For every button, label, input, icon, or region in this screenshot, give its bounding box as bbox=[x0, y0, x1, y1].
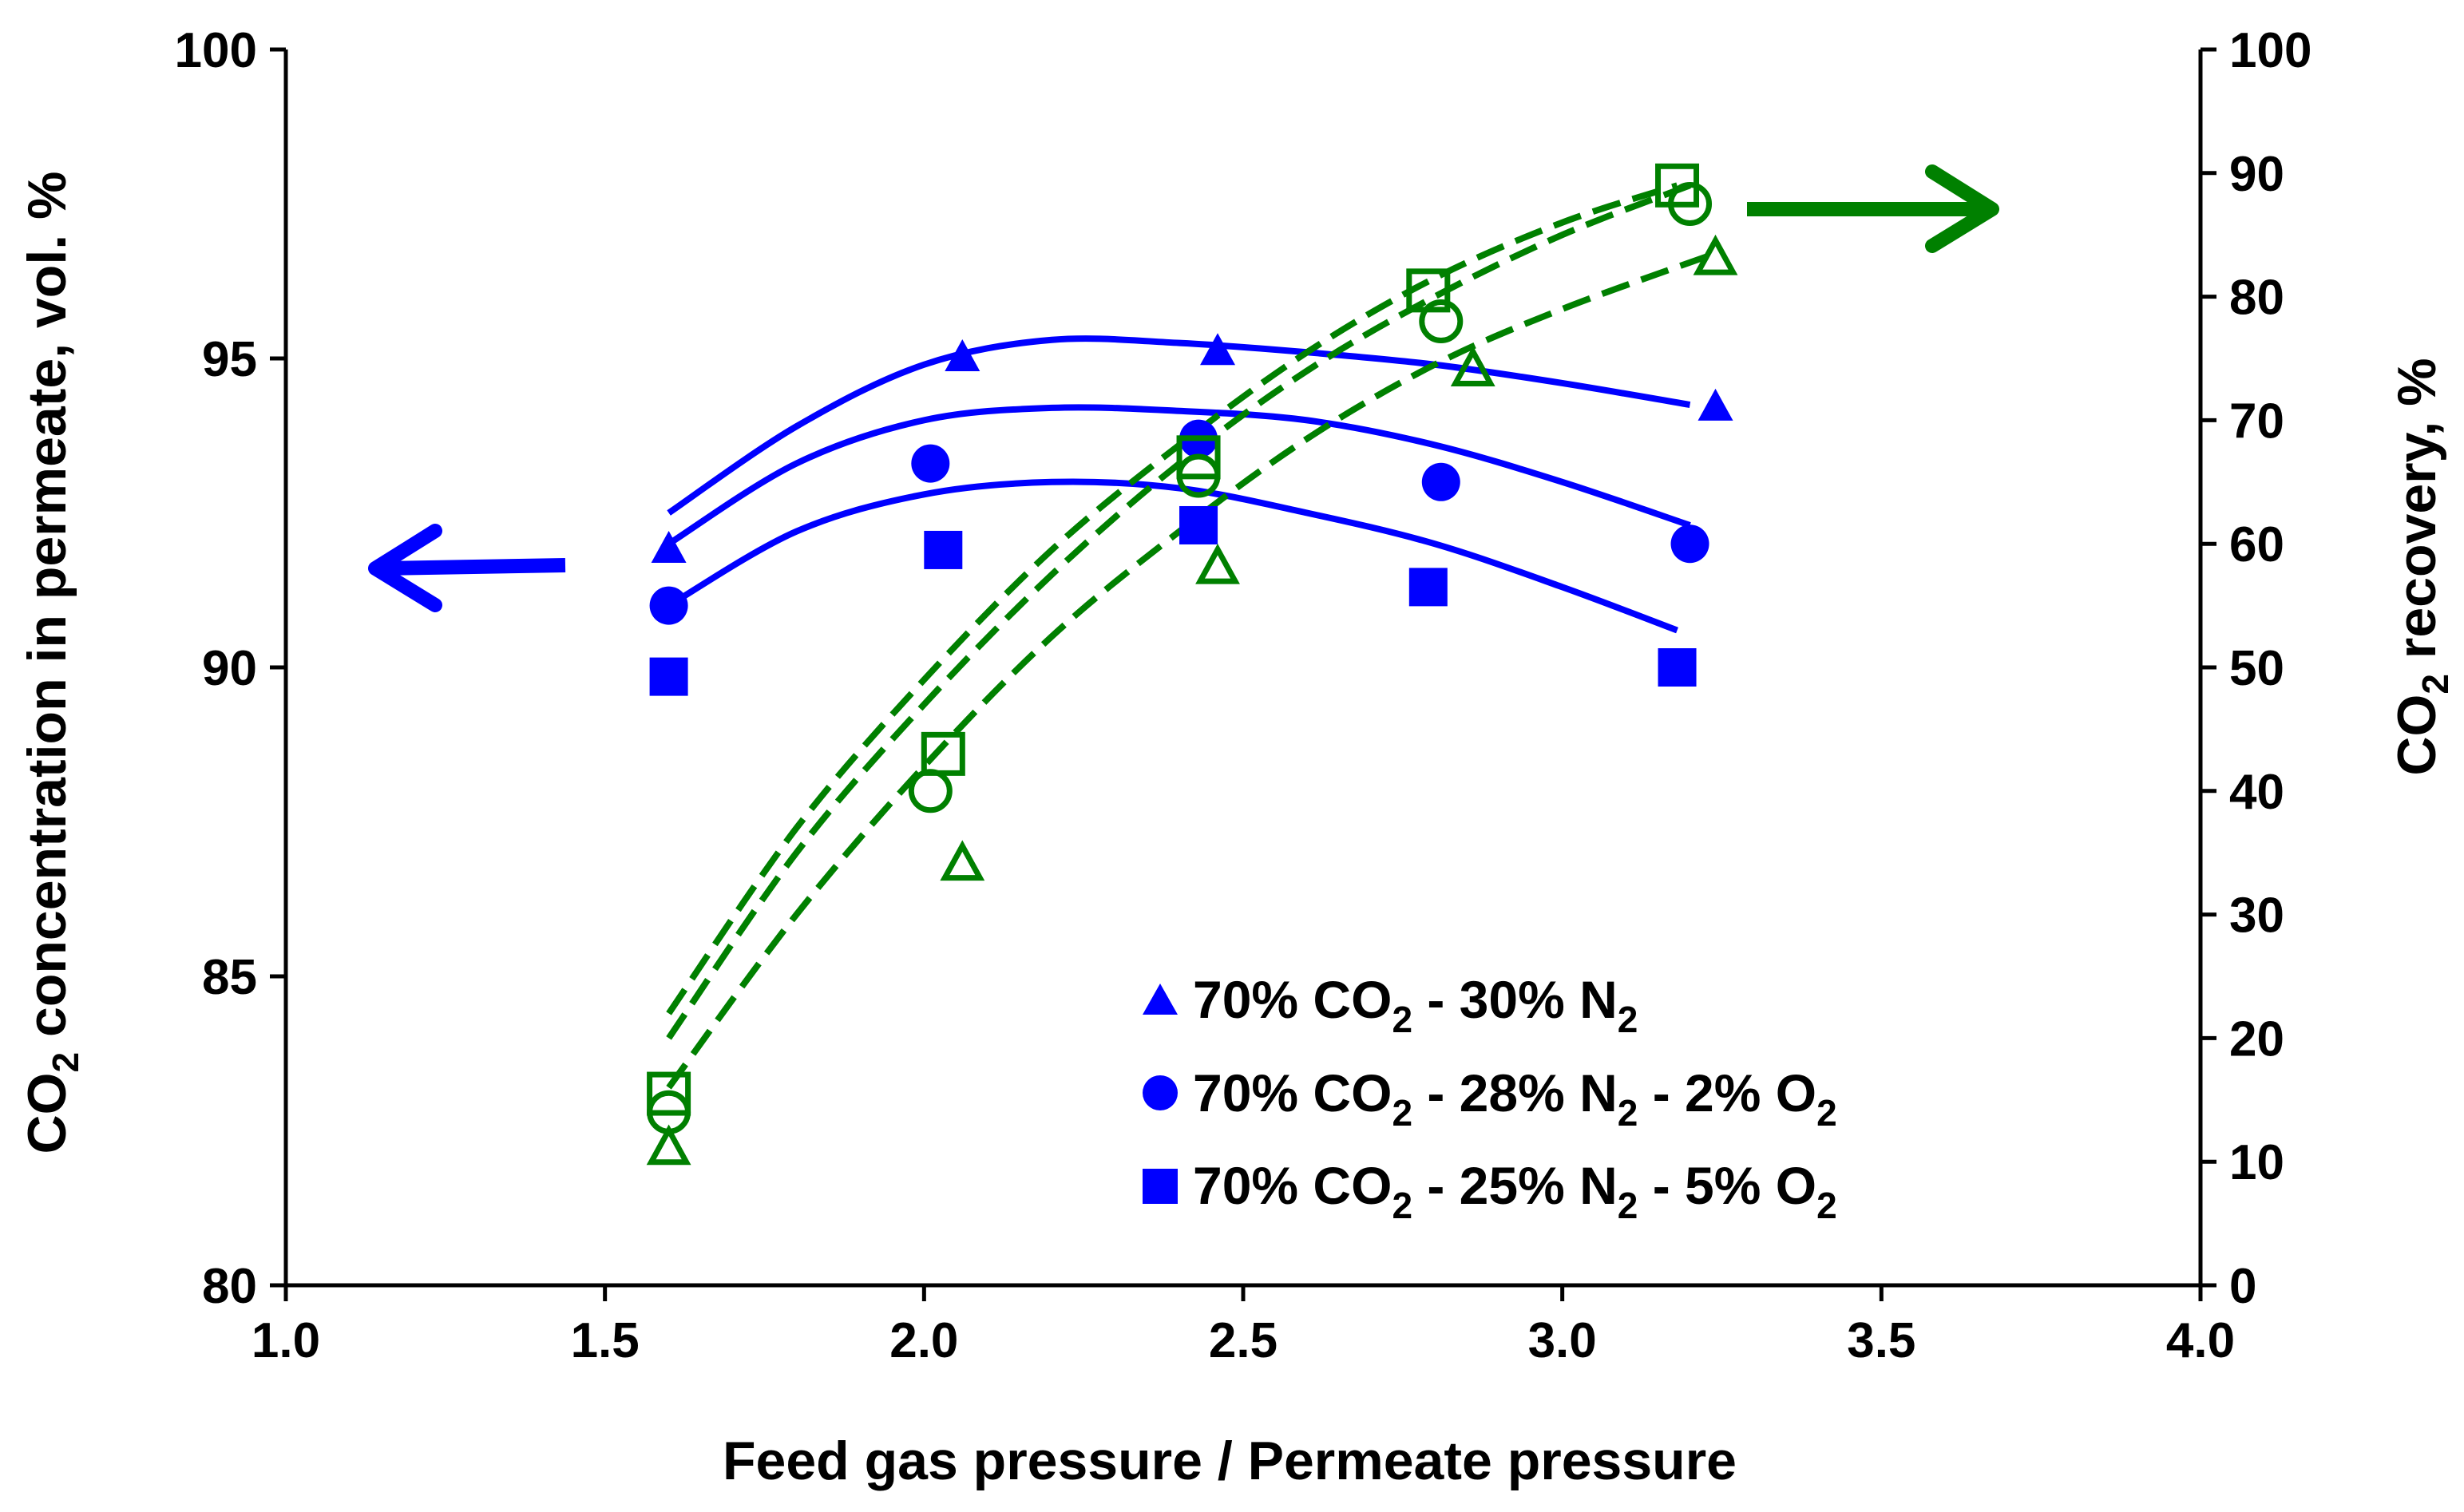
data-points bbox=[646, 163, 1738, 1166]
x-tick-label: 3.5 bbox=[1847, 1313, 1915, 1368]
y-right-tick-label: 10 bbox=[2229, 1135, 2284, 1190]
recovery-square-point bbox=[921, 731, 965, 776]
recovery-triangle-point bbox=[940, 840, 985, 881]
concentration-fit-line bbox=[667, 335, 1691, 516]
y-left-tick-label: 90 bbox=[202, 641, 257, 696]
x-tick-label: 4.0 bbox=[2166, 1313, 2235, 1368]
concentration-fit-line bbox=[667, 404, 1691, 547]
y-right-tick-label: 0 bbox=[2229, 1259, 2256, 1314]
y-left-axis-title: CO2 concentration in permeate, vol. % bbox=[17, 172, 86, 1154]
concentration-triangle-point bbox=[1697, 388, 1733, 421]
x-tick-label: 1.0 bbox=[252, 1313, 320, 1368]
y-left-title-subscript: 2 bbox=[45, 1052, 86, 1073]
y-left-tick-label: 80 bbox=[202, 1259, 257, 1314]
concentration-circle-point bbox=[911, 444, 950, 483]
concentration-square-point bbox=[1408, 568, 1448, 607]
concentration-circle-point bbox=[649, 586, 688, 625]
y-right-title-part: recovery, % bbox=[2387, 358, 2447, 674]
concentration-fit-line bbox=[667, 478, 1678, 634]
concentration-circle-point bbox=[1421, 462, 1460, 501]
axis-titles: Feed gas pressure / Permeate pressure CO… bbox=[17, 172, 2456, 1491]
recovery-circle-point bbox=[908, 769, 953, 813]
y-right-tick-label: 70 bbox=[2229, 394, 2284, 449]
concentration-square-point bbox=[649, 657, 688, 696]
y-right-tick-label: 30 bbox=[2229, 889, 2284, 944]
recovery-triangle-point bbox=[646, 1124, 691, 1166]
concentration-square-point bbox=[1658, 648, 1697, 687]
concentration-triangle-point bbox=[651, 530, 687, 563]
fit-curves bbox=[666, 182, 1717, 1090]
recovery-square-point bbox=[1406, 268, 1451, 313]
x-tick-label: 2.0 bbox=[889, 1313, 958, 1368]
recovery-circle-point bbox=[1419, 299, 1464, 344]
legend-item: 70% CO2 - 25% N2 - 5% O2 bbox=[1143, 1156, 1837, 1226]
concentration-square-point bbox=[924, 530, 963, 569]
y-left-tick-label: 85 bbox=[202, 950, 257, 1005]
recovery-triangle-point bbox=[1450, 346, 1495, 386]
right-axis-arrow bbox=[1747, 164, 1999, 253]
recovery-square-point bbox=[647, 1071, 691, 1116]
left-axis-arrow bbox=[368, 524, 566, 612]
y-right-tick-label: 100 bbox=[2229, 23, 2311, 78]
concentration-triangle-point bbox=[945, 339, 980, 371]
recovery-fit-line bbox=[666, 182, 1691, 1040]
y-right-tick-label: 60 bbox=[2229, 517, 2284, 572]
y-left-title-part: concentration in permeate, vol. % bbox=[17, 172, 77, 1052]
y-right-title-part: CO bbox=[2387, 695, 2447, 776]
x-axis-title: Feed gas pressure / Permeate pressure bbox=[723, 1431, 1737, 1491]
y-right-tick-label: 50 bbox=[2229, 641, 2284, 696]
y-right-tick-label: 80 bbox=[2229, 271, 2284, 326]
concentration-circle-point bbox=[1670, 524, 1709, 564]
x-tick-label: 1.5 bbox=[571, 1313, 640, 1368]
recovery-fit-line bbox=[666, 182, 1678, 1015]
legend-square-marker bbox=[1143, 1169, 1178, 1204]
y-right-title-subscript: 2 bbox=[2414, 674, 2456, 695]
legend: 70% CO2 - 30% N2 70% CO2 - 28% N2 - 2% O… bbox=[1143, 970, 1837, 1226]
y-right-tick-label: 90 bbox=[2229, 147, 2284, 202]
y-left-title-part: CO bbox=[17, 1072, 77, 1154]
annotations bbox=[368, 164, 1999, 612]
y-left-tick-label: 95 bbox=[202, 332, 257, 387]
legend-triangle-marker bbox=[1143, 984, 1178, 1015]
recovery-square-point bbox=[1176, 435, 1221, 480]
concentration-square-point bbox=[1179, 505, 1218, 544]
concentration-triangle-point bbox=[1200, 333, 1236, 366]
recovery-square-point bbox=[1655, 163, 1700, 208]
legend-label: 70% CO2 - 25% N2 - 5% O2 bbox=[1193, 1156, 1837, 1226]
legend-label: 70% CO2 - 28% N2 - 2% O2 bbox=[1193, 1063, 1837, 1134]
legend-label: 70% CO2 - 30% N2 bbox=[1193, 970, 1638, 1040]
legend-circle-marker bbox=[1143, 1075, 1178, 1110]
x-tick-label: 3.0 bbox=[1528, 1313, 1597, 1368]
legend-item: 70% CO2 - 30% N2 bbox=[1143, 970, 1638, 1040]
recovery-fit-line bbox=[666, 250, 1717, 1090]
recovery-triangle-point bbox=[1693, 234, 1738, 275]
recovery-triangle-point bbox=[1195, 543, 1240, 584]
tick-labels: 1.0 1.5 2.0 2.5 3.0 3.5 4.0 80 85 90 95 100 0 10 20 30 4… bbox=[175, 23, 2312, 1368]
legend-item: 70% CO2 - 28% N2 - 2% O2 bbox=[1143, 1063, 1837, 1134]
y-right-axis-title: CO2 recovery, % bbox=[2387, 358, 2456, 775]
y-right-tick-label: 40 bbox=[2229, 765, 2284, 820]
x-tick-label: 2.5 bbox=[1209, 1313, 1278, 1368]
y-right-tick-label: 20 bbox=[2229, 1011, 2284, 1067]
axes bbox=[270, 47, 2216, 1301]
y-left-tick-label: 100 bbox=[175, 23, 257, 78]
